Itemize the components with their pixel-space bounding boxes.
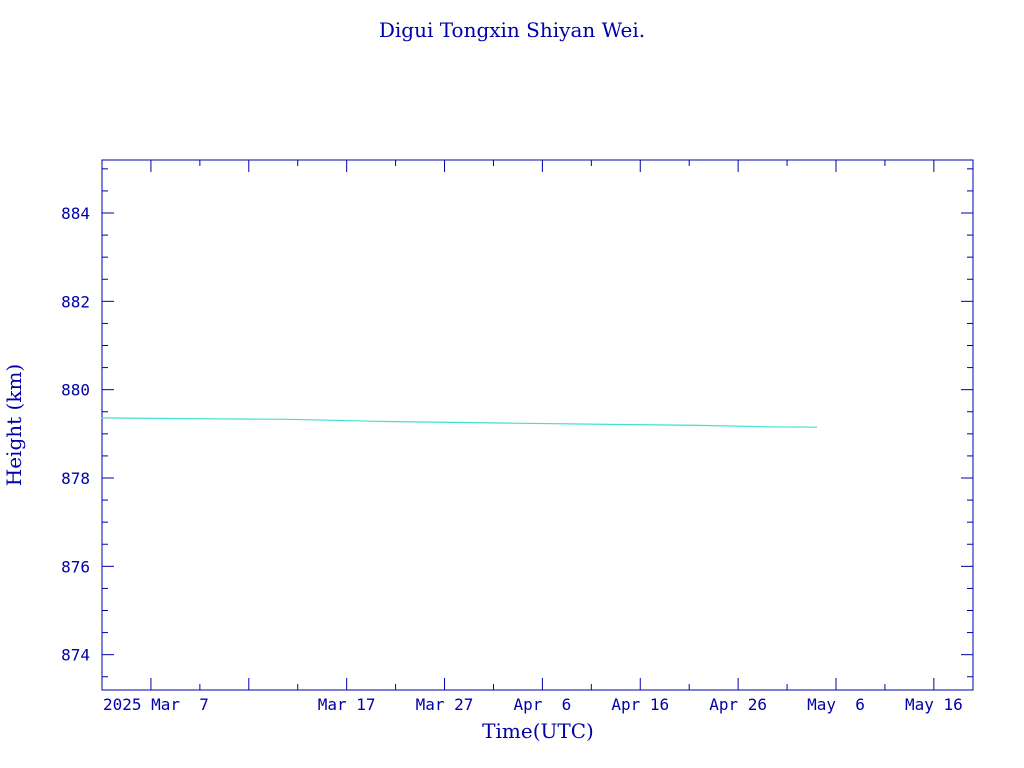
data-point — [287, 418, 289, 420]
x-tick-label: Apr 6 — [513, 695, 571, 714]
y-tick-label: 884 — [61, 204, 90, 223]
axis-ticks — [101, 160, 973, 690]
data-point — [512, 422, 514, 424]
x-tick-label: May 6 — [807, 695, 865, 714]
data-point — [209, 418, 211, 420]
chart-title: Digui Tongxin Shiyan Wei. — [379, 18, 645, 42]
y-tick-label: 882 — [61, 292, 90, 311]
x-tick-label: Apr 26 — [709, 695, 767, 714]
x-tick-label: 2025 Mar 7 — [103, 695, 209, 714]
data-point — [385, 420, 387, 423]
x-tick-labels: 2025 Mar 7 Mar 17 Mar 27 Apr 6 Apr 16 Apr 26 M… — [103, 695, 963, 714]
series-group — [101, 417, 818, 428]
plot-frame — [101, 159, 974, 691]
y-axis-label: Height (km) — [2, 364, 26, 486]
data-point — [815, 426, 818, 428]
data-point — [766, 426, 769, 428]
data-point — [629, 424, 632, 426]
x-tick-label: May 16 — [905, 695, 963, 714]
y-tick-labels: 874 876 878 880 882 884 — [61, 204, 90, 665]
data-point — [101, 417, 103, 419]
x-tick-label: Apr 16 — [611, 695, 669, 714]
y-tick-label: 876 — [61, 557, 90, 576]
data-point — [698, 424, 700, 426]
x-tick-label: Mar 17 — [318, 695, 376, 714]
x-axis-label: Time(UTC) — [482, 719, 594, 743]
x-tick-label: Mar 27 — [416, 695, 474, 714]
y-tick-label: 874 — [61, 646, 90, 665]
y-tick-label: 878 — [61, 469, 90, 488]
y-tick-label: 880 — [61, 381, 90, 400]
series-line-height — [101, 417, 817, 428]
